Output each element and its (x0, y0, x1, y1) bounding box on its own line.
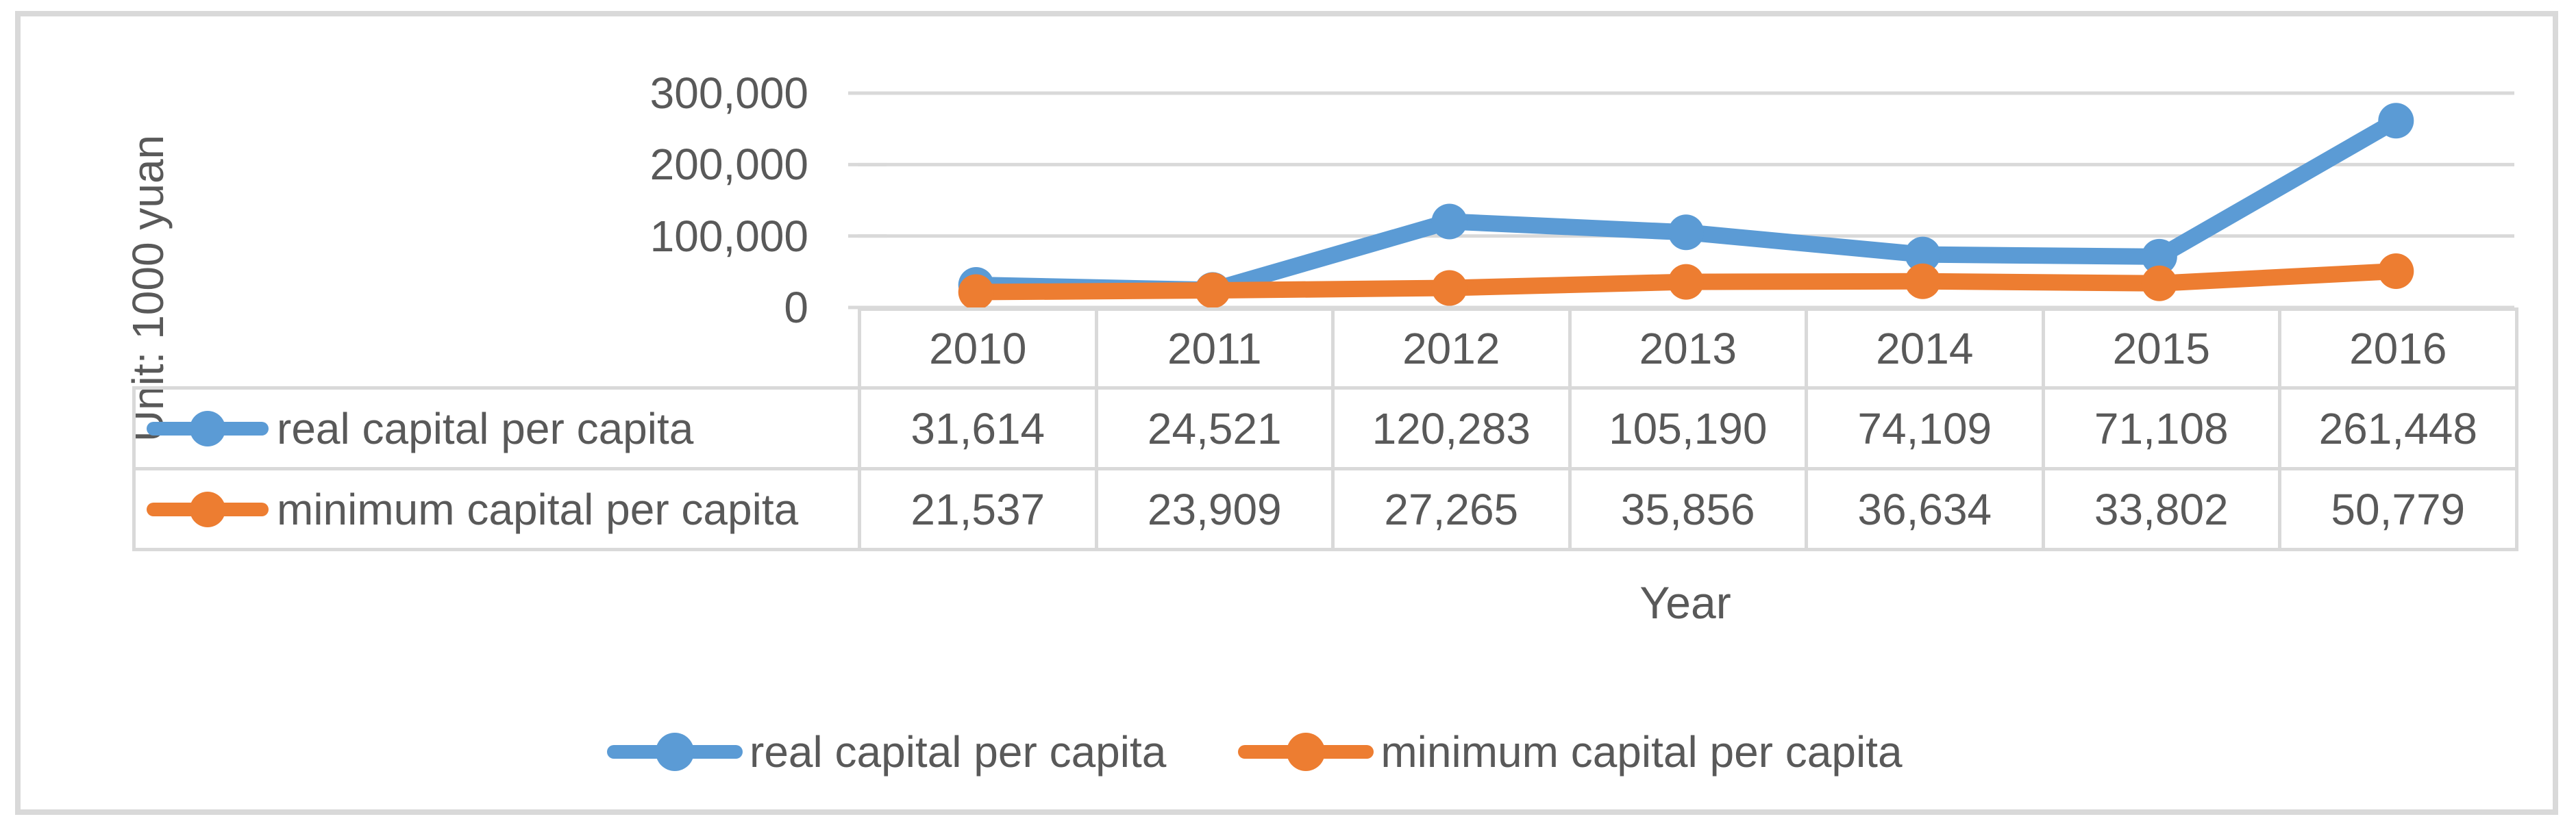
value-cell: 27,265 (1331, 467, 1572, 551)
value-cell: 33,802 (2041, 467, 2281, 551)
series-label: minimum capital per capita (277, 484, 799, 534)
series-key-icon (147, 491, 269, 527)
value-cell: 71,108 (2041, 386, 2281, 470)
legend-item: real capital per capita (607, 727, 1166, 777)
key-marker-icon (1287, 733, 1326, 771)
year-header-cell: 2010 (858, 307, 1098, 390)
data-point-marker (1905, 236, 1941, 273)
y-tick-label: 0 (784, 283, 808, 332)
series-line (967, 112, 2405, 299)
data-point-marker (1668, 214, 1704, 251)
year-header-cell: 2016 (2278, 307, 2518, 390)
series-label: real capital per capita (277, 403, 694, 453)
year-header-cell: 2013 (1568, 307, 1808, 390)
y-tick-label: 300,000 (649, 68, 808, 118)
data-point-marker (958, 267, 994, 303)
value-cell: 35,856 (1568, 467, 1808, 551)
series-label-cell: real capital per capita (132, 386, 861, 470)
value-cell: 23,909 (1094, 467, 1335, 551)
chart-frame: Unit: 1000 yuan 300,000 200,000 100,000 0 2… (15, 11, 2558, 815)
data-table: 2010 2011 2012 2013 2014 2015 2016 real capital… (132, 307, 2518, 551)
series-line (967, 263, 2405, 301)
data-point-marker (1195, 273, 1231, 309)
value-cell: 21,537 (858, 467, 1098, 551)
data-point-marker (1431, 270, 1467, 306)
x-axis-title: Year (1639, 577, 1731, 628)
data-point-marker (958, 274, 994, 310)
value-cell: 24,521 (1094, 386, 1335, 470)
value-cell: 105,190 (1568, 386, 1808, 470)
legend-label: minimum capital per capita (1380, 727, 1903, 777)
key-marker-icon (190, 491, 225, 527)
y-tick-label: 100,000 (649, 211, 808, 261)
table-corner-cell (134, 310, 860, 388)
value-cell: 261,448 (2278, 386, 2518, 470)
legend: real capital per capita minimum capital p… (607, 727, 1903, 777)
data-point-marker (2378, 103, 2414, 139)
series-label-cell: minimum capital per capita (132, 467, 861, 551)
y-tick-label: 200,000 (649, 140, 808, 190)
year-header-cell: 2015 (2041, 307, 2281, 390)
year-header-cell: 2012 (1331, 307, 1572, 390)
series-key-icon (147, 410, 269, 446)
value-cell: 120,283 (1331, 386, 1572, 470)
legend-item: minimum capital per capita (1238, 727, 1903, 777)
series-key-icon (607, 733, 743, 771)
series-key-icon (1238, 733, 1374, 771)
key-marker-icon (656, 733, 694, 771)
value-cell: 36,634 (1805, 467, 2045, 551)
key-marker-icon (190, 410, 225, 446)
data-point-marker (1668, 264, 1704, 300)
value-cell: 74,109 (1805, 386, 2045, 470)
data-point-marker (2141, 265, 2177, 301)
data-point-marker (2141, 238, 2177, 275)
year-header-cell: 2014 (1805, 307, 2045, 390)
value-cell: 31,614 (858, 386, 1098, 470)
data-point-marker (2378, 253, 2414, 290)
data-point-marker (1431, 203, 1467, 240)
value-cell: 50,779 (2278, 467, 2518, 551)
legend-label: real capital per capita (750, 727, 1167, 777)
year-header-cell: 2011 (1094, 307, 1335, 390)
data-point-marker (1905, 263, 1941, 299)
data-point-marker (1195, 272, 1231, 308)
